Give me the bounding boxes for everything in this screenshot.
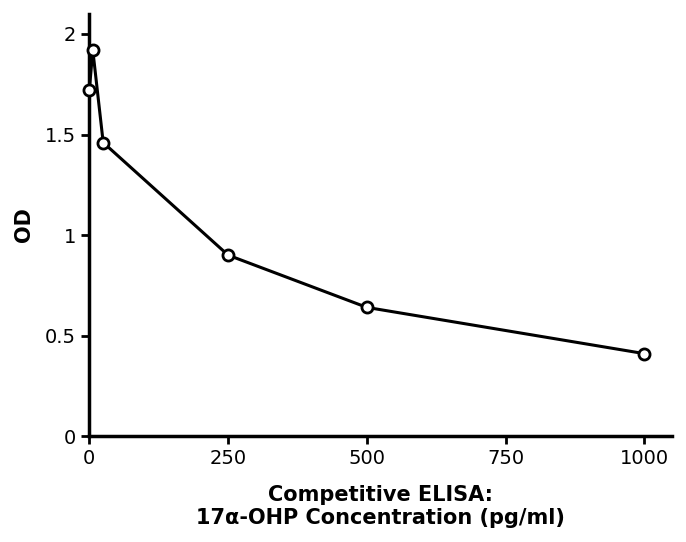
Y-axis label: OD: OD xyxy=(14,208,34,242)
X-axis label: Competitive ELISA:
17α-OHP Concentration (pg/ml): Competitive ELISA: 17α-OHP Concentration… xyxy=(196,485,565,528)
